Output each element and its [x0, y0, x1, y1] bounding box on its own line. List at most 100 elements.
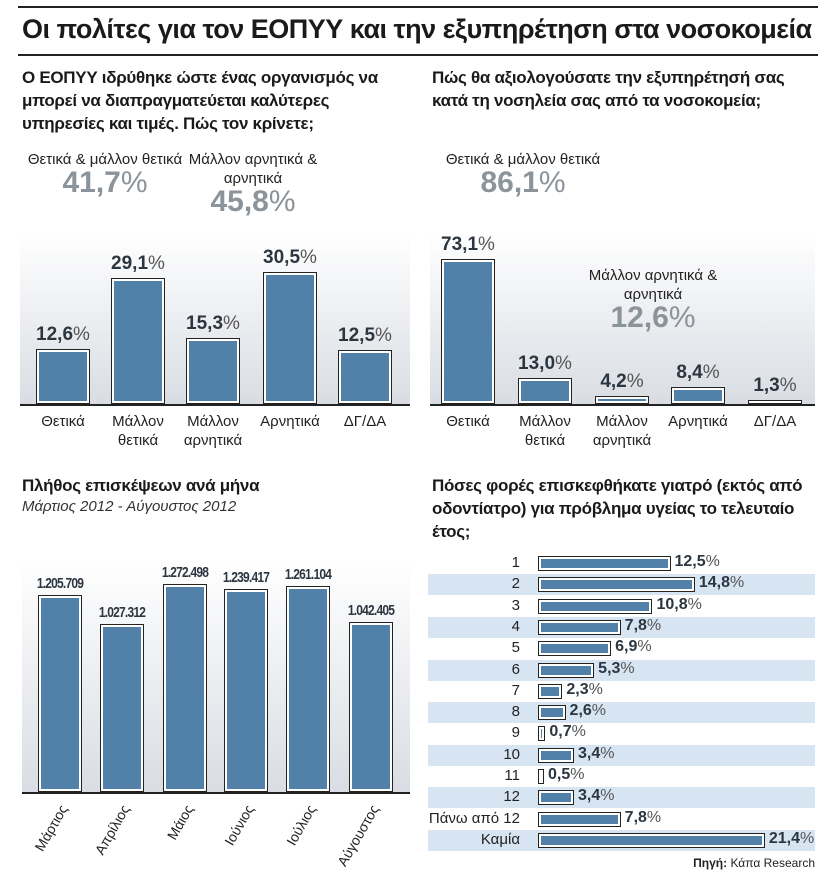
value-label: 10,8% — [656, 596, 701, 614]
bar — [538, 619, 621, 635]
table-row: Καμία 21,4% — [428, 829, 815, 851]
percent-sign: % — [591, 702, 607, 720]
percent-sign: % — [779, 375, 797, 396]
chart3-subtitle: Μάρτιος 2012 - Αύγουστος 2012 — [22, 498, 237, 515]
value-label: 13,0% — [495, 353, 595, 375]
bar — [338, 349, 392, 404]
value-number: 3,4 — [578, 787, 601, 805]
row-label: Πάνω από 12 — [428, 809, 520, 827]
table-row: 12 3,4% — [428, 787, 815, 809]
source-label: Πηγή: — [693, 856, 728, 870]
group-value: 86,1% — [438, 168, 608, 198]
bar — [538, 598, 653, 614]
row-label: 12 — [503, 788, 520, 806]
percent-sign: % — [538, 166, 566, 199]
row-label: 10 — [503, 745, 520, 763]
baseline — [22, 792, 410, 794]
bar — [538, 641, 612, 657]
value-label: 7,8% — [625, 809, 661, 827]
group-value: 12,6% — [578, 303, 728, 333]
chart3-title: Πλήθος επισκέψεων ανά μήνα — [22, 476, 260, 495]
value-label: 1.027.312 — [98, 604, 146, 622]
value-number: 0,5 — [548, 766, 571, 783]
group-label: Θετικά & μάλλον θετικά — [27, 151, 183, 168]
value-label: 2,6% — [570, 702, 606, 720]
bar — [538, 769, 544, 784]
percent-sign: % — [588, 680, 603, 698]
chart1-title: Ο ΕΟΠΥΥ ιδρύθηκε ώστε ένας οργανισμός να… — [22, 68, 378, 133]
value-number: 8,4 — [676, 362, 703, 384]
row-label: 7 — [511, 681, 520, 699]
category-label: Θετικά — [446, 413, 490, 430]
baseline — [20, 404, 410, 406]
group-summary: Θετικά & μάλλον θετικά 41,7% — [20, 150, 190, 198]
bar — [538, 811, 621, 827]
percent-sign: % — [702, 362, 720, 384]
value-number: 14,8 — [698, 574, 731, 592]
percent-sign: % — [73, 324, 90, 346]
percent-sign: % — [730, 574, 745, 592]
value-label: 73,1% — [418, 234, 518, 256]
value-number: 7,8 — [624, 808, 647, 826]
table-row: 8 2,6% — [428, 702, 815, 724]
value-label: 6,9% — [615, 638, 651, 656]
value-number: 5,3 — [598, 659, 621, 677]
value-label: 1.272.498 — [161, 564, 209, 581]
table-row: 4 7,8% — [428, 616, 815, 638]
value-label: 2,3% — [566, 681, 602, 699]
value-label: 8,4% — [648, 362, 748, 384]
chart2-title: Πώς θα αξιολογούσατε την εξυπηρέτησή σας… — [432, 68, 785, 110]
value-label: 1.205.709 — [36, 574, 84, 592]
group-summary: Μάλλον αρνητικά & αρνητικά 12,6% — [578, 266, 728, 333]
percent-sign: % — [571, 723, 586, 741]
value-label: 1.261.104 — [284, 565, 332, 583]
group-summary: Μάλλον αρνητικά & αρνητικά 45,8% — [178, 150, 328, 217]
group-value-number: 12,6 — [610, 301, 669, 334]
percent-sign: % — [646, 616, 662, 634]
value-number: 21,4 — [768, 829, 800, 847]
percent-sign: % — [478, 234, 495, 256]
bar — [538, 747, 575, 763]
percent-sign: % — [120, 166, 148, 199]
bar — [441, 259, 495, 404]
row-label: Καμία — [480, 830, 520, 848]
category-label: Απρίλιος — [91, 802, 133, 858]
value-number: 7,8 — [624, 616, 647, 634]
bar — [111, 277, 165, 404]
bar — [595, 395, 649, 404]
value-number: 15,3 — [186, 312, 224, 334]
bar — [538, 577, 695, 593]
category-label: Μάλλον αρνητικά — [592, 413, 652, 449]
bar — [538, 556, 671, 571]
value-label: 15,3% — [163, 313, 263, 335]
value-label: 0,5% — [548, 766, 584, 784]
value-number: 1,3 — [753, 375, 780, 396]
value-number: 30,5 — [263, 246, 301, 268]
value-label: 12,6% — [13, 324, 113, 346]
category-label: Θετικά — [41, 413, 85, 430]
category-label: Μάιος — [163, 802, 196, 843]
value-number: 3,4 — [578, 744, 601, 762]
plot-background — [22, 560, 410, 792]
table-row: 6 5,3% — [428, 659, 815, 681]
value-number: 0,7 — [549, 723, 572, 741]
group-value-number: 45,8 — [210, 185, 269, 218]
category-label: Αύγουστος — [334, 802, 382, 869]
percent-sign: % — [668, 301, 696, 334]
percent-sign: % — [626, 370, 644, 392]
group-value-number: 41,7 — [62, 166, 121, 199]
value-label: 1.239.417 — [222, 569, 270, 587]
category-label: Μάρτιος — [31, 802, 71, 854]
row-label: 4 — [511, 617, 520, 635]
bar — [538, 683, 563, 699]
category-label: Μάλλον αρνητικά — [183, 413, 243, 449]
percent-sign: % — [687, 595, 702, 613]
value-number: 2,6 — [569, 702, 592, 720]
value-number: 13,0 — [518, 353, 556, 375]
bar — [538, 705, 566, 721]
group-summary: Θετικά & μάλλον θετικά 86,1% — [438, 150, 608, 198]
bar — [671, 387, 725, 404]
value-label: 29,1% — [88, 253, 188, 275]
bar — [538, 790, 575, 806]
row-label: 9 — [511, 724, 520, 742]
